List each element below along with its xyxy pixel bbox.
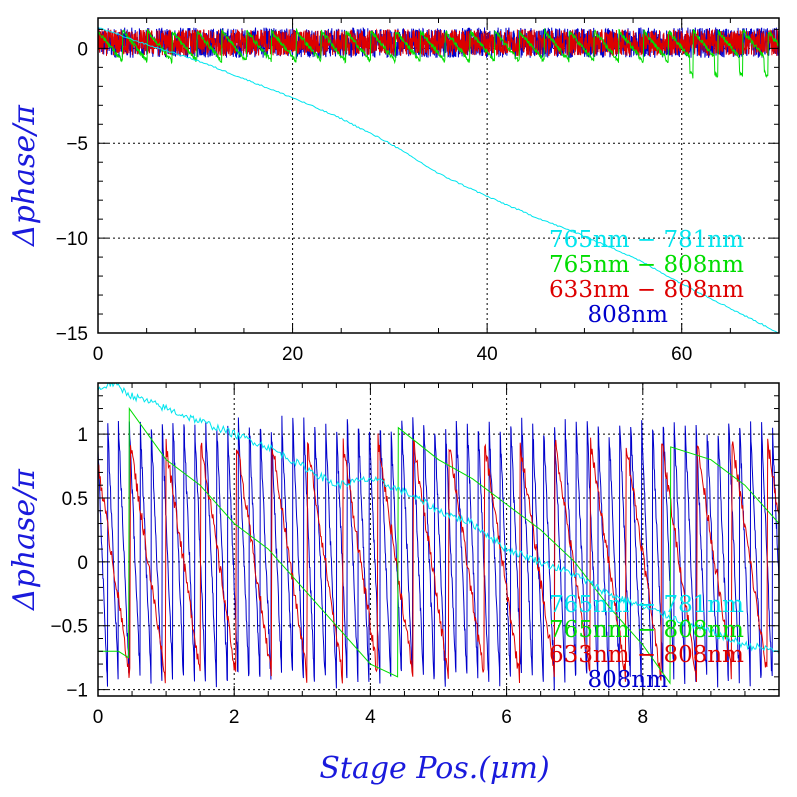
legend-entry: 808nm xyxy=(587,667,668,693)
series-group xyxy=(98,383,779,691)
y-tick-label: −15 xyxy=(56,324,88,345)
x-tick-label: 2 xyxy=(229,707,240,728)
x-tick-label: 40 xyxy=(477,344,498,365)
series-line-3 xyxy=(98,433,779,684)
legend-entry: 633nm − 808nm xyxy=(549,642,744,668)
x-tick-label: 6 xyxy=(501,707,512,728)
y-tick-label: 0 xyxy=(77,553,88,574)
series-line-3 xyxy=(98,28,779,57)
y-tick-label: 1 xyxy=(77,425,88,446)
series-line-2 xyxy=(98,27,779,79)
series-group xyxy=(98,26,779,333)
y-tick-label: −5 xyxy=(66,134,88,155)
y-axis-title: Δphase/π xyxy=(7,104,42,247)
panel-2: 0 2 4 6 8 −1 −0.5 0 0.5 1 Δphase/π Stage Pos.(μm) 76… xyxy=(7,382,780,786)
legend-entry: 808nm xyxy=(587,302,668,328)
y-tick-label: 0 xyxy=(77,39,88,60)
x-tick-label: 60 xyxy=(671,344,692,365)
legend-entry: 765nm − 808nm xyxy=(549,617,744,643)
x-tick-label: 8 xyxy=(638,707,649,728)
x-tick-label: 0 xyxy=(93,344,104,365)
y-tick-label: 0.5 xyxy=(62,489,88,510)
series-line-1 xyxy=(98,26,779,333)
x-tick-label: 20 xyxy=(282,344,303,365)
y-tick-label: −10 xyxy=(56,229,88,250)
legend-entry: 765nm − 808nm xyxy=(549,252,744,278)
y-tick-label: −1 xyxy=(66,681,88,702)
legend-entry: 765nm − 781nm xyxy=(549,592,744,618)
y-tick-label: −0.5 xyxy=(50,617,88,638)
panel-1: 0 20 40 60 −15 −10 −5 0 Δphase/π 765nm − 781nm765… xyxy=(7,17,780,365)
legend-entry: 633nm − 808nm xyxy=(549,277,744,303)
series-line-1 xyxy=(98,383,779,655)
x-tick-label: 4 xyxy=(365,707,376,728)
y-axis-title: Δphase/π xyxy=(7,468,42,611)
series-line-2 xyxy=(98,407,779,685)
x-axis-title: Stage Pos.(μm) xyxy=(319,751,549,786)
legend-entry: 765nm − 781nm xyxy=(549,227,744,253)
x-tick-label: 0 xyxy=(93,707,104,728)
